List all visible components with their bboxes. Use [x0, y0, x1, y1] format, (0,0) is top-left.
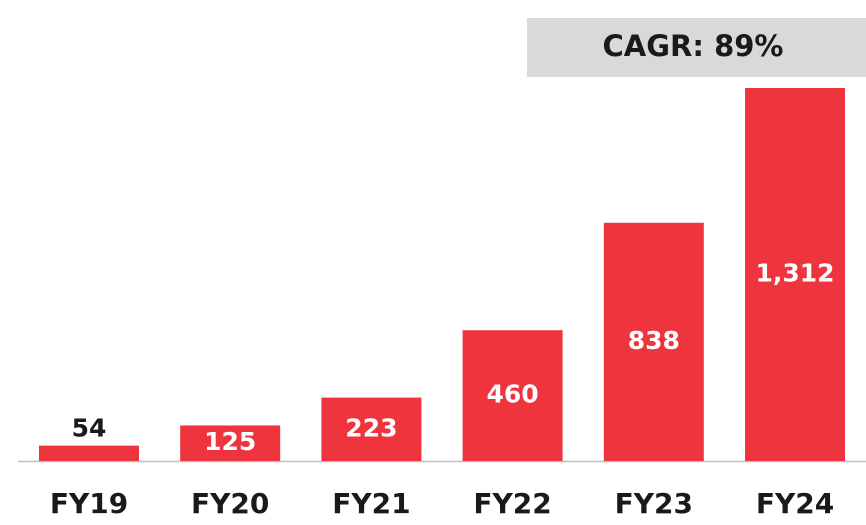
- value-label: 1,312: [755, 259, 834, 288]
- x-tick-label: FY20: [191, 487, 269, 520]
- x-tick-label: FY19: [50, 487, 128, 520]
- x-tick-label: FY23: [615, 487, 693, 520]
- annotation-box: [527, 18, 866, 77]
- bar: [39, 445, 139, 461]
- value-label: 838: [628, 326, 680, 355]
- x-tick-label: FY24: [756, 487, 834, 520]
- annotation: CAGR: 89%: [603, 29, 784, 63]
- value-label: 460: [487, 380, 539, 409]
- x-tick-label: FY21: [332, 487, 410, 520]
- bar: [321, 397, 422, 461]
- bar: [603, 222, 704, 461]
- value-label: 223: [345, 413, 397, 442]
- bar: [745, 88, 845, 461]
- bar: [180, 425, 281, 461]
- x-tick-label: FY22: [473, 487, 551, 520]
- value-label: 54: [72, 414, 107, 443]
- bar: [462, 330, 563, 461]
- value-label: 125: [204, 427, 256, 456]
